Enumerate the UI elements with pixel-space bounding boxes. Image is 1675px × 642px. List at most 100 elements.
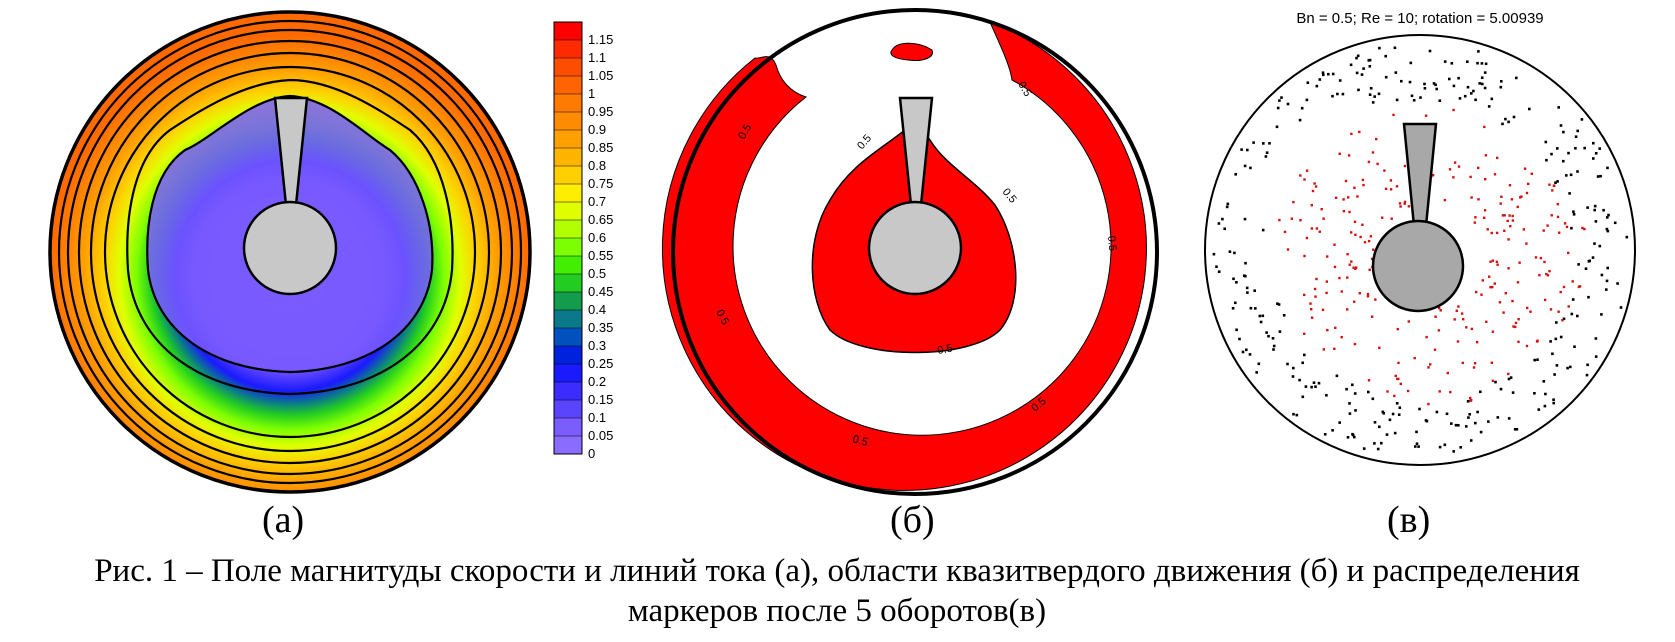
- marker-outer: [1412, 99, 1416, 102]
- marker-inner: [1363, 241, 1367, 244]
- marker-inner: [1581, 226, 1584, 230]
- marker-outer: [1312, 381, 1316, 384]
- marker-inner: [1565, 225, 1569, 229]
- marker-outer: [1381, 410, 1385, 414]
- marker-inner: [1407, 320, 1410, 323]
- marker-inner: [1376, 162, 1379, 166]
- marker-outer: [1246, 291, 1249, 294]
- marker-outer: [1232, 277, 1235, 281]
- marker-outer: [1292, 412, 1295, 416]
- marker-outer: [1348, 402, 1351, 405]
- marker-outer: [1415, 442, 1419, 445]
- marker-outer: [1259, 320, 1263, 324]
- marker-inner: [1469, 396, 1472, 400]
- panel-a: 1.15 1.1 1.05 1 0.95 0.9 0.85 0.8 0.75 0.7 0.65 0.6…: [48, 10, 613, 541]
- marker-inner: [1438, 306, 1441, 310]
- panel-b-outer-quasi-solid: [661, 21, 1147, 491]
- marker-inner: [1475, 341, 1479, 344]
- marker-outer: [1568, 192, 1571, 195]
- marker-outer: [1606, 166, 1609, 170]
- marker-outer: [1515, 76, 1518, 80]
- panel-b-top-blob: [890, 42, 933, 61]
- marker-inner: [1477, 198, 1480, 201]
- marker-outer: [1371, 101, 1375, 104]
- marker-inner: [1429, 363, 1432, 366]
- marker-outer: [1246, 148, 1249, 152]
- marker-inner: [1506, 219, 1509, 223]
- marker-outer: [1586, 206, 1589, 209]
- marker-outer: [1483, 86, 1487, 90]
- marker-outer: [1484, 62, 1488, 66]
- marker-inner: [1303, 254, 1306, 258]
- marker-inner: [1322, 348, 1325, 351]
- colorbar-tick-label: 0.25: [588, 356, 613, 371]
- marker-outer: [1549, 340, 1552, 343]
- marker-outer: [1336, 92, 1339, 96]
- marker-outer: [1443, 443, 1447, 447]
- marker-outer: [1292, 366, 1295, 370]
- marker-outer: [1354, 409, 1357, 412]
- marker-outer: [1592, 141, 1595, 145]
- marker-outer: [1351, 383, 1354, 387]
- colorbar-swatch: [554, 184, 582, 203]
- colorbar-tick-label: 0.7: [588, 194, 606, 209]
- figure-caption-line-2: маркеров после 5 оборотов(в): [628, 593, 1046, 629]
- marker-inner: [1503, 229, 1506, 232]
- marker-outer: [1466, 400, 1470, 403]
- colorbar-swatch: [554, 382, 582, 401]
- marker-inner: [1551, 189, 1554, 192]
- marker-outer: [1240, 148, 1243, 151]
- marker-outer: [1243, 164, 1247, 168]
- marker-inner: [1353, 300, 1356, 303]
- marker-outer: [1428, 49, 1432, 53]
- marker-inner: [1443, 198, 1447, 202]
- marker-inner: [1526, 306, 1529, 310]
- marker-outer: [1576, 129, 1579, 133]
- marker-inner: [1313, 287, 1317, 291]
- marker-inner: [1485, 320, 1488, 323]
- colorbar-swatch: [554, 130, 582, 149]
- marker-inner: [1347, 196, 1350, 199]
- marker-inner: [1290, 217, 1293, 220]
- marker-outer: [1543, 404, 1547, 408]
- marker-outer: [1467, 416, 1470, 419]
- colorbar-swatch: [554, 202, 582, 221]
- marker-outer: [1573, 345, 1576, 348]
- marker-outer: [1483, 71, 1487, 74]
- marker-outer: [1355, 71, 1359, 75]
- marker-inner: [1446, 371, 1449, 375]
- marker-inner: [1346, 253, 1349, 256]
- marker-inner: [1460, 312, 1464, 315]
- marker-inner: [1517, 318, 1520, 321]
- marker-inner: [1381, 216, 1384, 219]
- marker-inner: [1452, 176, 1455, 179]
- marker-inner: [1523, 167, 1527, 170]
- marker-inner: [1534, 256, 1538, 259]
- panel-a-streamlines: [57, 19, 523, 485]
- marker-outer: [1393, 431, 1397, 435]
- marker-outer: [1487, 105, 1491, 108]
- marker-inner: [1299, 219, 1302, 222]
- marker-outer: [1481, 82, 1484, 86]
- marker-outer: [1605, 288, 1608, 291]
- marker-outer: [1380, 441, 1383, 445]
- marker-outer: [1512, 115, 1516, 119]
- marker-outer: [1368, 93, 1372, 96]
- marker-outer: [1341, 92, 1345, 96]
- marker-outer: [1331, 429, 1334, 432]
- marker-outer: [1301, 395, 1305, 399]
- marker-outer: [1594, 152, 1598, 155]
- marker-outer: [1556, 180, 1559, 183]
- marker-outer: [1585, 373, 1589, 377]
- marker-inner: [1511, 214, 1514, 218]
- marker-outer: [1562, 159, 1565, 163]
- marker-outer: [1262, 142, 1265, 145]
- marker-outer: [1425, 419, 1429, 423]
- marker-inner: [1538, 274, 1541, 277]
- marker-inner: [1511, 299, 1514, 303]
- marker-outer: [1515, 428, 1519, 431]
- marker-inner: [1305, 169, 1309, 172]
- marker-outer: [1596, 175, 1600, 178]
- marker-inner: [1398, 202, 1402, 205]
